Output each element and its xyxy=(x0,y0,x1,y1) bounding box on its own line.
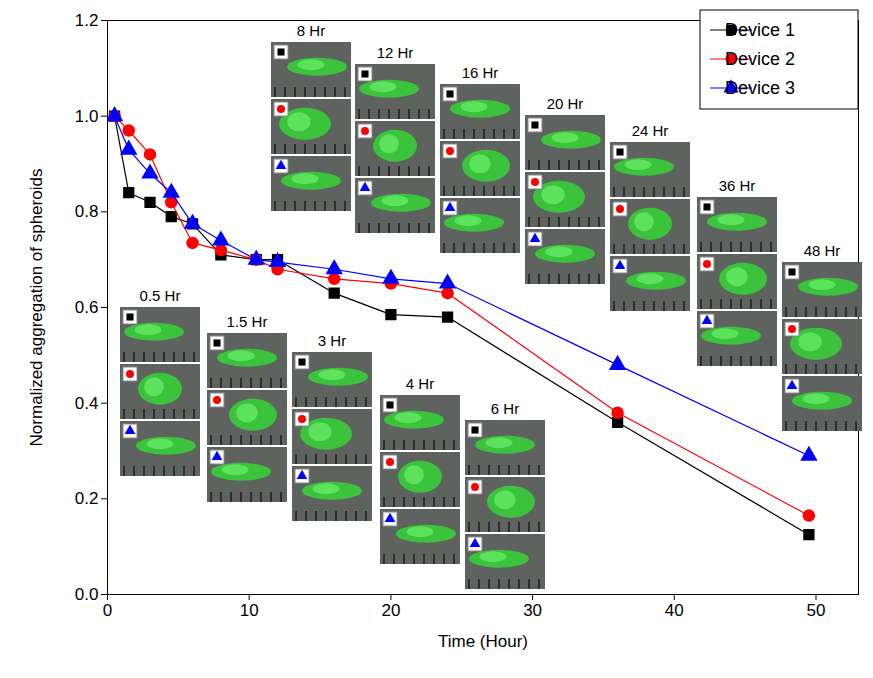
svg-text:1.0: 1.0 xyxy=(75,107,99,126)
svg-text:Time (Hour): Time (Hour) xyxy=(438,632,528,651)
svg-text:0.6: 0.6 xyxy=(75,298,99,317)
svg-text:Normalized aggregation of sphe: Normalized aggregation of spheroids xyxy=(27,169,46,447)
svg-text:0.0: 0.0 xyxy=(75,585,99,604)
svg-text:48 Hr: 48 Hr xyxy=(804,242,841,259)
svg-text:0.2: 0.2 xyxy=(75,489,99,508)
svg-text:1.2: 1.2 xyxy=(75,11,99,30)
svg-text:1.5 Hr: 1.5 Hr xyxy=(227,313,268,330)
svg-text:4 Hr: 4 Hr xyxy=(406,375,434,392)
svg-text:8 Hr: 8 Hr xyxy=(297,22,325,39)
svg-text:30: 30 xyxy=(523,601,542,620)
svg-text:0: 0 xyxy=(103,601,112,620)
svg-text:36 Hr: 36 Hr xyxy=(719,177,756,194)
svg-text:3 Hr: 3 Hr xyxy=(318,332,346,349)
svg-text:12 Hr: 12 Hr xyxy=(377,44,414,61)
svg-text:20 Hr: 20 Hr xyxy=(547,95,584,112)
svg-text:50: 50 xyxy=(807,601,826,620)
svg-text:Device 1: Device 1 xyxy=(725,20,795,40)
svg-text:16 Hr: 16 Hr xyxy=(462,64,499,81)
svg-text:0.8: 0.8 xyxy=(75,202,99,221)
svg-text:Device 2: Device 2 xyxy=(725,49,795,69)
svg-text:24 Hr: 24 Hr xyxy=(632,122,669,139)
svg-text:10: 10 xyxy=(240,601,259,620)
svg-text:40: 40 xyxy=(665,601,684,620)
svg-text:20: 20 xyxy=(381,601,400,620)
svg-text:0.4: 0.4 xyxy=(75,394,99,413)
svg-text:Device 3: Device 3 xyxy=(725,78,795,98)
svg-text:0.5 Hr: 0.5 Hr xyxy=(140,287,181,304)
svg-text:6 Hr: 6 Hr xyxy=(491,400,519,417)
